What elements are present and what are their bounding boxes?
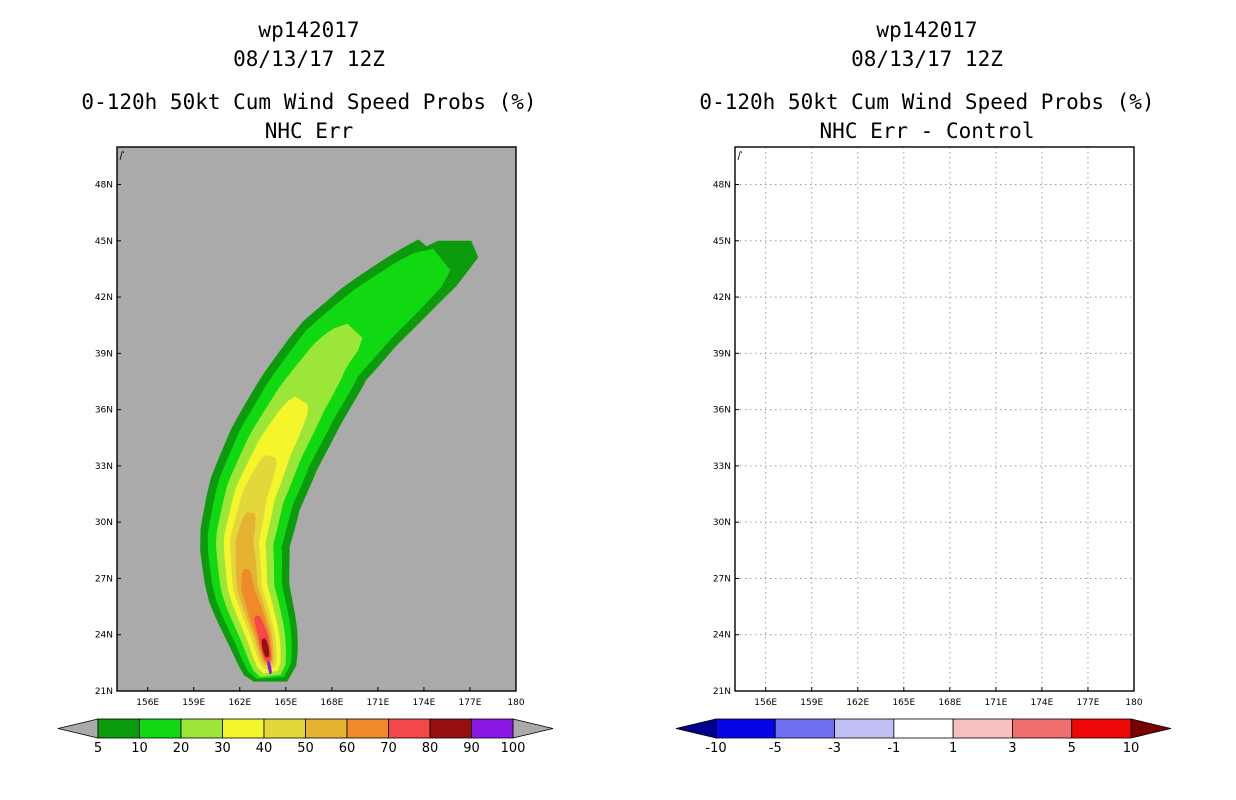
y-tick-label: 36N	[95, 406, 113, 416]
colorbar-label: -3	[828, 741, 841, 756]
left-title-storm: wp142017	[258, 18, 360, 42]
plot-background	[735, 147, 1134, 691]
colorbar-label: -10	[705, 741, 726, 756]
colorbar-box	[893, 718, 954, 739]
y-tick-label: 21N	[95, 687, 113, 697]
x-tick-label: 180	[507, 698, 524, 708]
colorbar-label: -5	[769, 741, 782, 756]
colorbar-box	[774, 718, 835, 739]
y-tick-label: 30N	[95, 518, 113, 528]
colorbar-label: 40	[256, 741, 273, 756]
y-tick-label: 30N	[713, 518, 731, 528]
colorbar-label: 30	[214, 741, 231, 756]
x-tick-label: 171E	[984, 698, 1007, 708]
colorbar-label: 100	[501, 741, 526, 756]
colorbar-box	[263, 718, 306, 739]
colorbar-label: 3	[1008, 741, 1016, 756]
colorbar-box	[346, 718, 389, 739]
plot-border	[734, 146, 1135, 692]
colorbar-end-triangle	[1130, 718, 1172, 739]
colorbar-box	[180, 718, 223, 739]
right-title-storm: wp142017	[876, 18, 978, 42]
colorbar-label: 1	[949, 741, 957, 756]
y-tick-label: 45N	[95, 237, 113, 247]
y-tick-label: 39N	[95, 349, 113, 359]
colorbar-box	[1071, 718, 1132, 739]
y-tick-label: 42N	[95, 293, 113, 303]
x-tick-label: 159E	[182, 698, 205, 708]
colorbar-end-triangle	[512, 718, 554, 739]
x-tick-label: 180	[1125, 698, 1142, 708]
y-tick-label: 27N	[713, 574, 731, 584]
colorbar-label: 20	[173, 741, 190, 756]
colorbar-box	[222, 718, 265, 739]
x-tick-label: 171E	[366, 698, 389, 708]
y-tick-label: 42N	[713, 293, 731, 303]
left-title-product: 0-120h 50kt Cum Wind Speed Probs (%)	[81, 90, 537, 114]
colorbar-box	[305, 718, 348, 739]
y-tick-label: 33N	[95, 462, 113, 472]
colorbar-box	[715, 718, 776, 739]
x-tick-label: 177E	[459, 698, 482, 708]
corner-mark	[737, 151, 742, 161]
colorbar-label: 70	[380, 741, 397, 756]
x-tick-label: 165E	[892, 698, 915, 708]
colorbar-box	[429, 718, 472, 739]
right-title-subtitle: NHC Err - Control	[819, 119, 1035, 143]
prob-contour-90	[267, 660, 272, 675]
x-tick-label: 165E	[274, 698, 297, 708]
right-title-product: 0-120h 50kt Cum Wind Speed Probs (%)	[699, 90, 1155, 114]
panel-1: 156E 159E 162E 165E 168E 171E 174E 177E 180 21N 24…	[675, 146, 1172, 756]
colorbar-label: 60	[339, 741, 356, 756]
colorbar-box	[97, 718, 140, 739]
x-tick-label: 177E	[1077, 698, 1100, 708]
x-tick-label: 156E	[754, 698, 777, 708]
colorbar-label: -1	[887, 741, 900, 756]
colorbar-label: 5	[94, 741, 102, 756]
colorbar-box	[952, 718, 1013, 739]
y-tick-label: 21N	[713, 687, 731, 697]
y-tick-label: 48N	[95, 181, 113, 191]
colorbar-label: 80	[422, 741, 439, 756]
right-title-date: 08/13/17 12Z	[851, 47, 1003, 71]
colorbar-start-triangle	[675, 718, 717, 739]
colorbar-box	[139, 718, 182, 739]
x-tick-label: 168E	[938, 698, 961, 708]
x-tick-label: 168E	[320, 698, 343, 708]
corner-mark	[119, 151, 124, 161]
x-tick-label: 156E	[136, 698, 159, 708]
colorbar-label: 50	[297, 741, 314, 756]
colorbar-box	[388, 718, 431, 739]
plot-border	[116, 146, 517, 692]
y-tick-label: 33N	[713, 462, 731, 472]
colorbar-box	[834, 718, 895, 739]
x-tick-label: 162E	[228, 698, 251, 708]
y-tick-label: 27N	[95, 574, 113, 584]
x-tick-label: 174E	[1030, 698, 1053, 708]
prob-contour-80	[261, 638, 270, 658]
colorbar-box	[1012, 718, 1073, 739]
colorbar-label: 5	[1068, 741, 1076, 756]
y-tick-label: 48N	[713, 181, 731, 191]
y-tick-label: 45N	[713, 237, 731, 247]
y-tick-label: 24N	[95, 631, 113, 641]
panel-0: 156E 159E 162E 165E 168E 171E 174E 177E 180 21N 24…	[57, 146, 554, 756]
left-title-date: 08/13/17 12Z	[233, 47, 385, 71]
x-tick-label: 162E	[846, 698, 869, 708]
y-tick-label: 24N	[713, 631, 731, 641]
colorbar-box	[471, 718, 514, 739]
x-tick-label: 159E	[800, 698, 823, 708]
left-title-subtitle: NHC Err	[264, 119, 354, 143]
y-tick-label: 39N	[713, 349, 731, 359]
colorbar-start-triangle	[57, 718, 99, 739]
colorbar-label: 10	[131, 741, 148, 756]
colorbar-label: 90	[463, 741, 480, 756]
colorbar-label: 10	[1123, 741, 1140, 756]
x-tick-label: 174E	[412, 698, 435, 708]
y-tick-label: 36N	[713, 406, 731, 416]
